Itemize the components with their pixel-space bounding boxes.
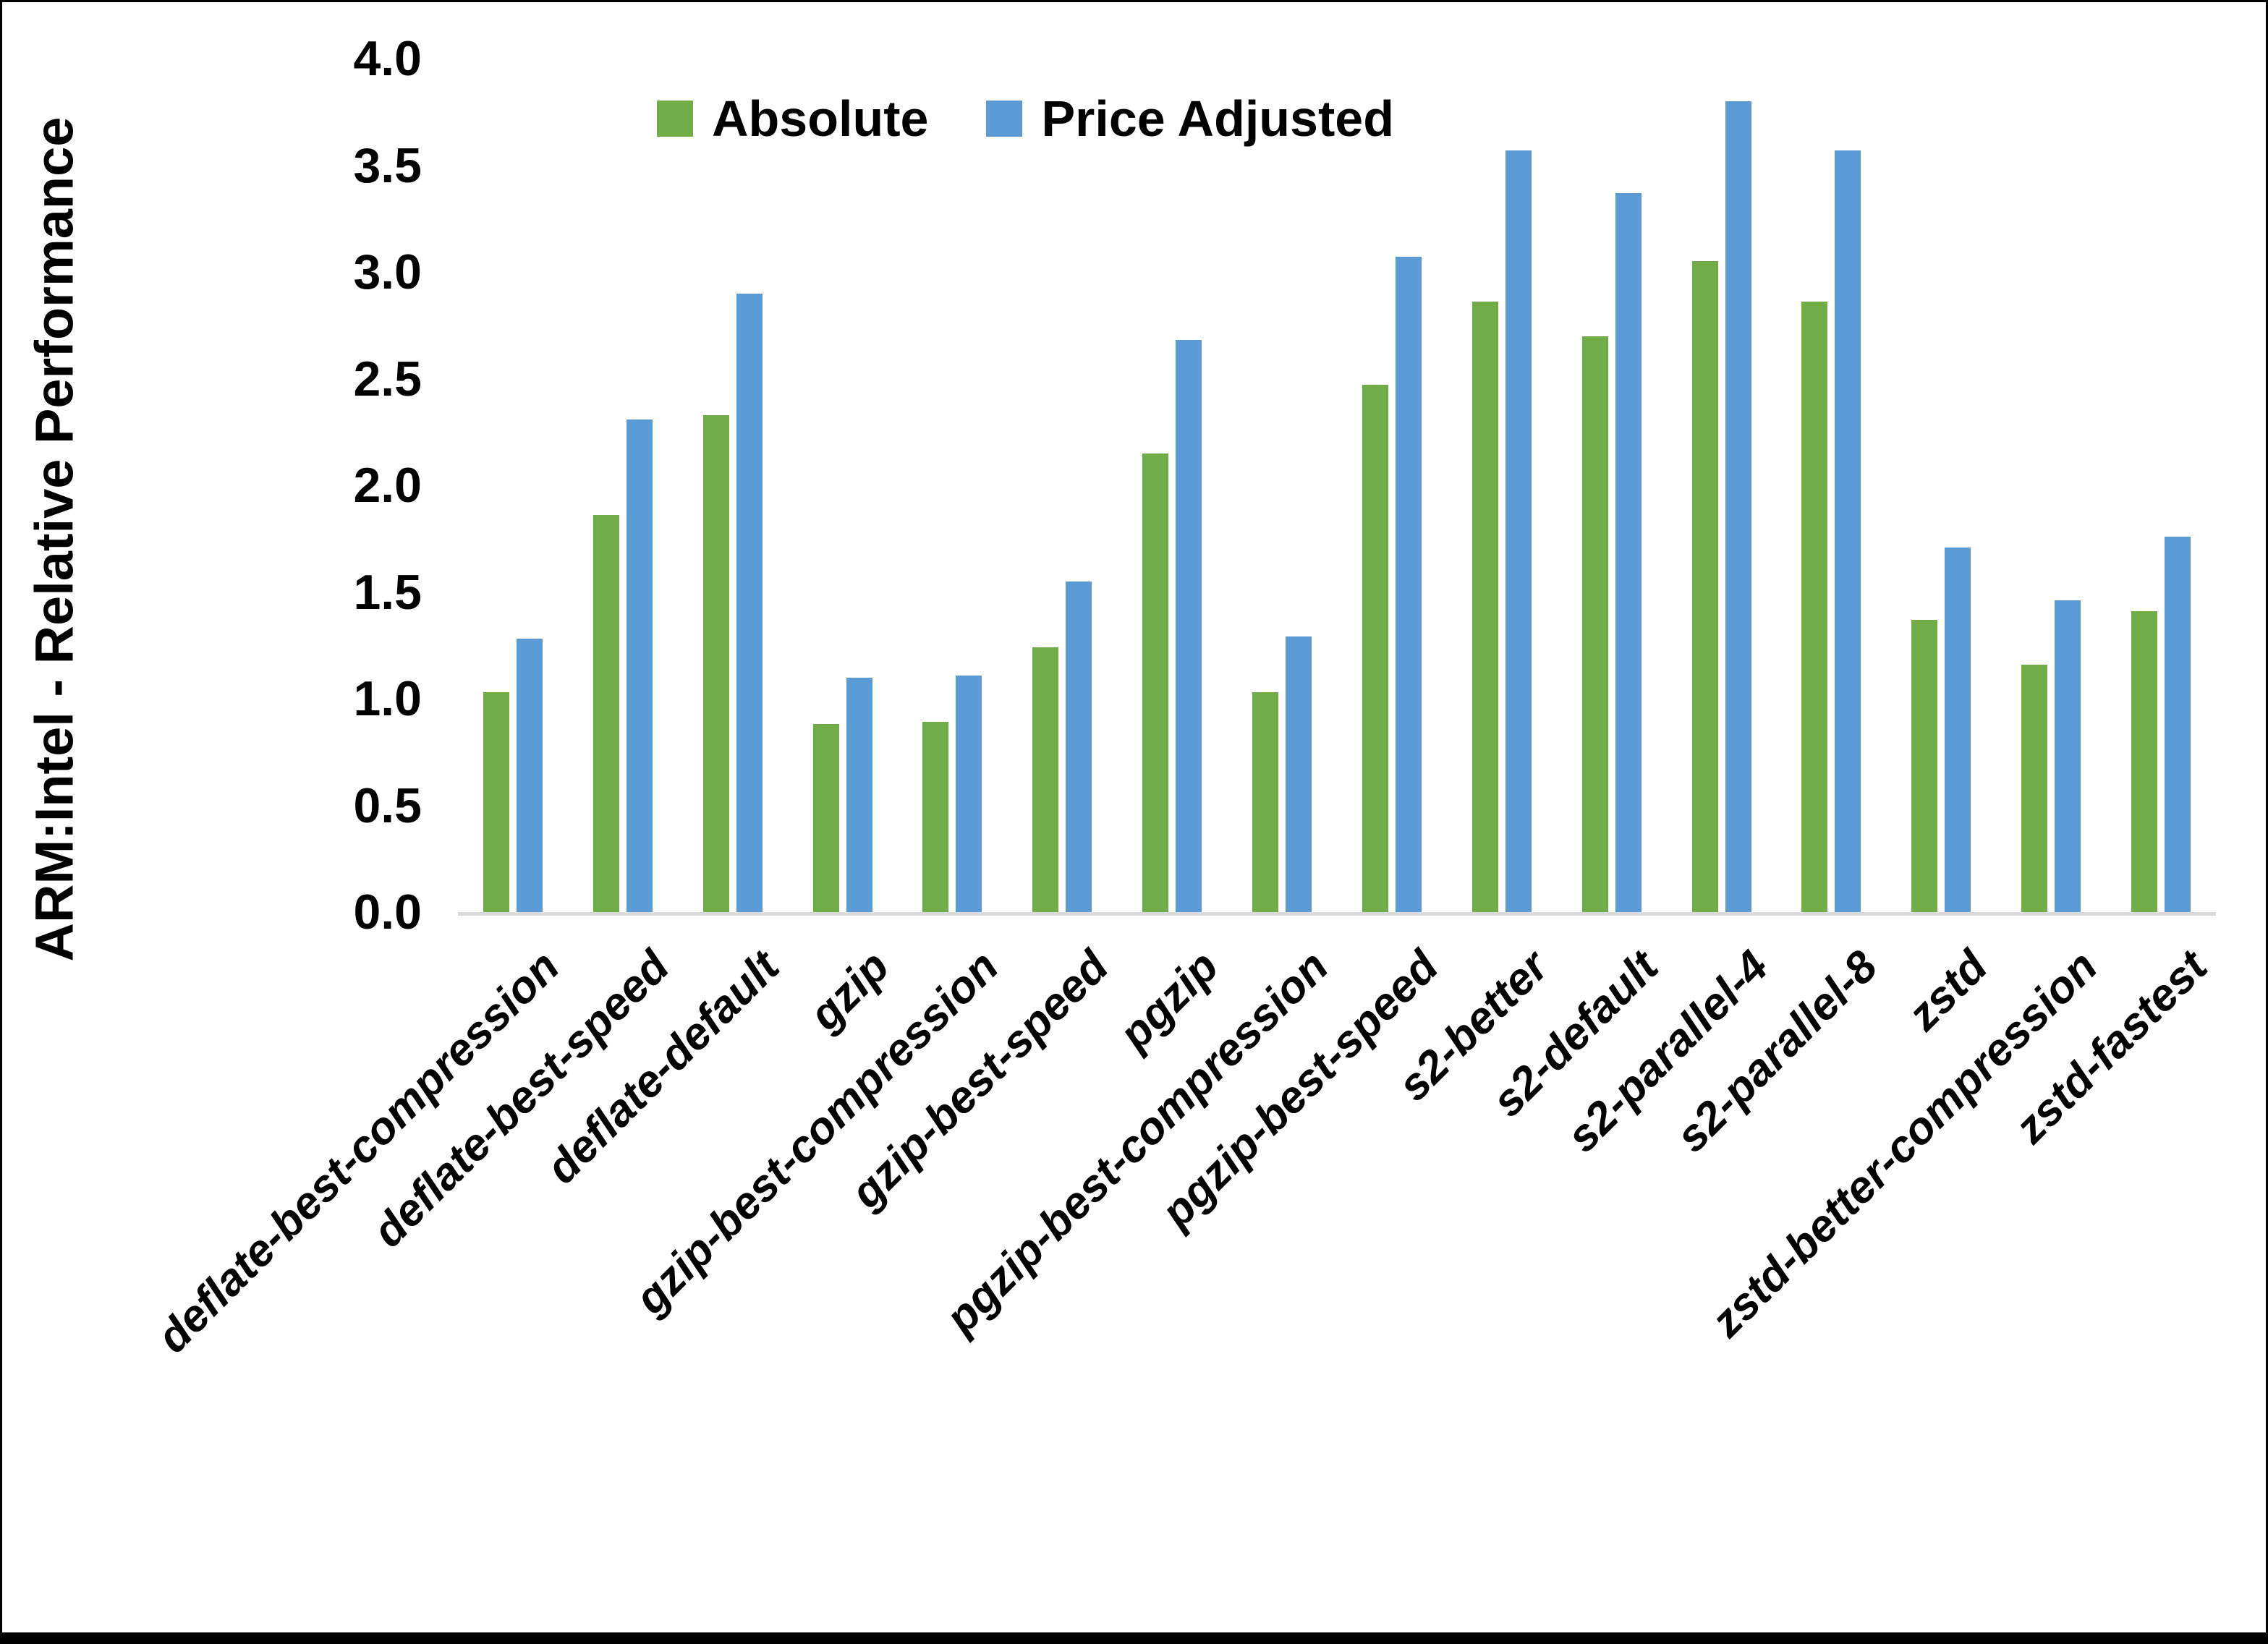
bar-group [1557,59,1667,912]
bar-absolute [1032,647,1059,912]
bar-price-adjusted [516,639,543,912]
bar-price-adjusted [1835,150,1861,912]
bar-groups [458,59,2216,912]
bar-absolute [1142,453,1169,912]
bar-price-adjusted [1725,101,1751,912]
bar-absolute [1581,336,1608,912]
bar-absolute [1801,302,1828,912]
bar-absolute [483,692,509,912]
bar-absolute [1252,692,1279,912]
y-tick-label: 1.0 [353,671,422,726]
y-tick-label: 0.0 [353,885,422,940]
bar-absolute [812,724,839,912]
bar-absolute [1471,302,1498,912]
y-tick-label: 2.5 [353,351,422,406]
bar-price-adjusted [956,675,982,912]
y-tick-label: 3.0 [353,244,422,299]
bar-price-adjusted [1176,340,1202,912]
bar-price-adjusted [1395,257,1422,912]
y-tick-label: 0.5 [353,778,422,833]
bar-price-adjusted [1066,581,1092,912]
legend-item: Price Adjusted [986,93,1394,144]
bar-group [1777,59,1887,912]
bar-price-adjusted [846,677,872,912]
bar-group [898,59,1008,912]
legend-item: Absolute [657,93,928,144]
bar-price-adjusted [626,419,653,912]
bar-group [1117,59,1227,912]
y-tick-label: 2.0 [353,458,422,513]
plot-area [458,59,2216,916]
y-tick-label: 3.5 [353,137,422,193]
bar-group [2106,59,2216,912]
legend-label: Absolute [712,90,929,147]
bar-absolute [1911,619,1938,912]
bar-group [788,59,898,912]
bar-absolute [1691,261,1718,912]
bar-absolute [702,414,729,912]
bar-price-adjusted [2165,536,2191,912]
bar-price-adjusted [1286,636,1312,912]
bar-absolute [2021,664,2048,912]
y-axis-title: ARM:Intel - Relative Performance [24,116,85,962]
bar-group [568,59,678,912]
legend-swatch-icon [657,101,693,137]
legend-label: Price Adjusted [1041,90,1394,147]
bar-group [678,59,788,912]
legend-swatch-icon [986,101,1023,137]
bar-absolute [2131,611,2158,912]
bar-price-adjusted [736,293,763,912]
bar-group [1337,59,1447,912]
bar-absolute [922,722,949,912]
bar-group [1447,59,1557,912]
bar-price-adjusted [2055,600,2081,912]
bar-group [1007,59,1117,912]
bar-price-adjusted [1615,192,1641,912]
legend: Absolute Price Adjusted [657,93,1394,144]
bar-group [1667,59,1777,912]
bar-group [1886,59,1996,912]
y-tick-label: 4.0 [353,31,422,86]
bar-price-adjusted [1945,547,1971,912]
bar-absolute [593,515,619,912]
bar-price-adjusted [1505,150,1532,912]
bar-group [1996,59,2106,912]
bar-group [1227,59,1337,912]
bar-absolute [1362,385,1388,912]
y-tick-label: 1.5 [353,564,422,620]
bar-group [458,59,568,912]
